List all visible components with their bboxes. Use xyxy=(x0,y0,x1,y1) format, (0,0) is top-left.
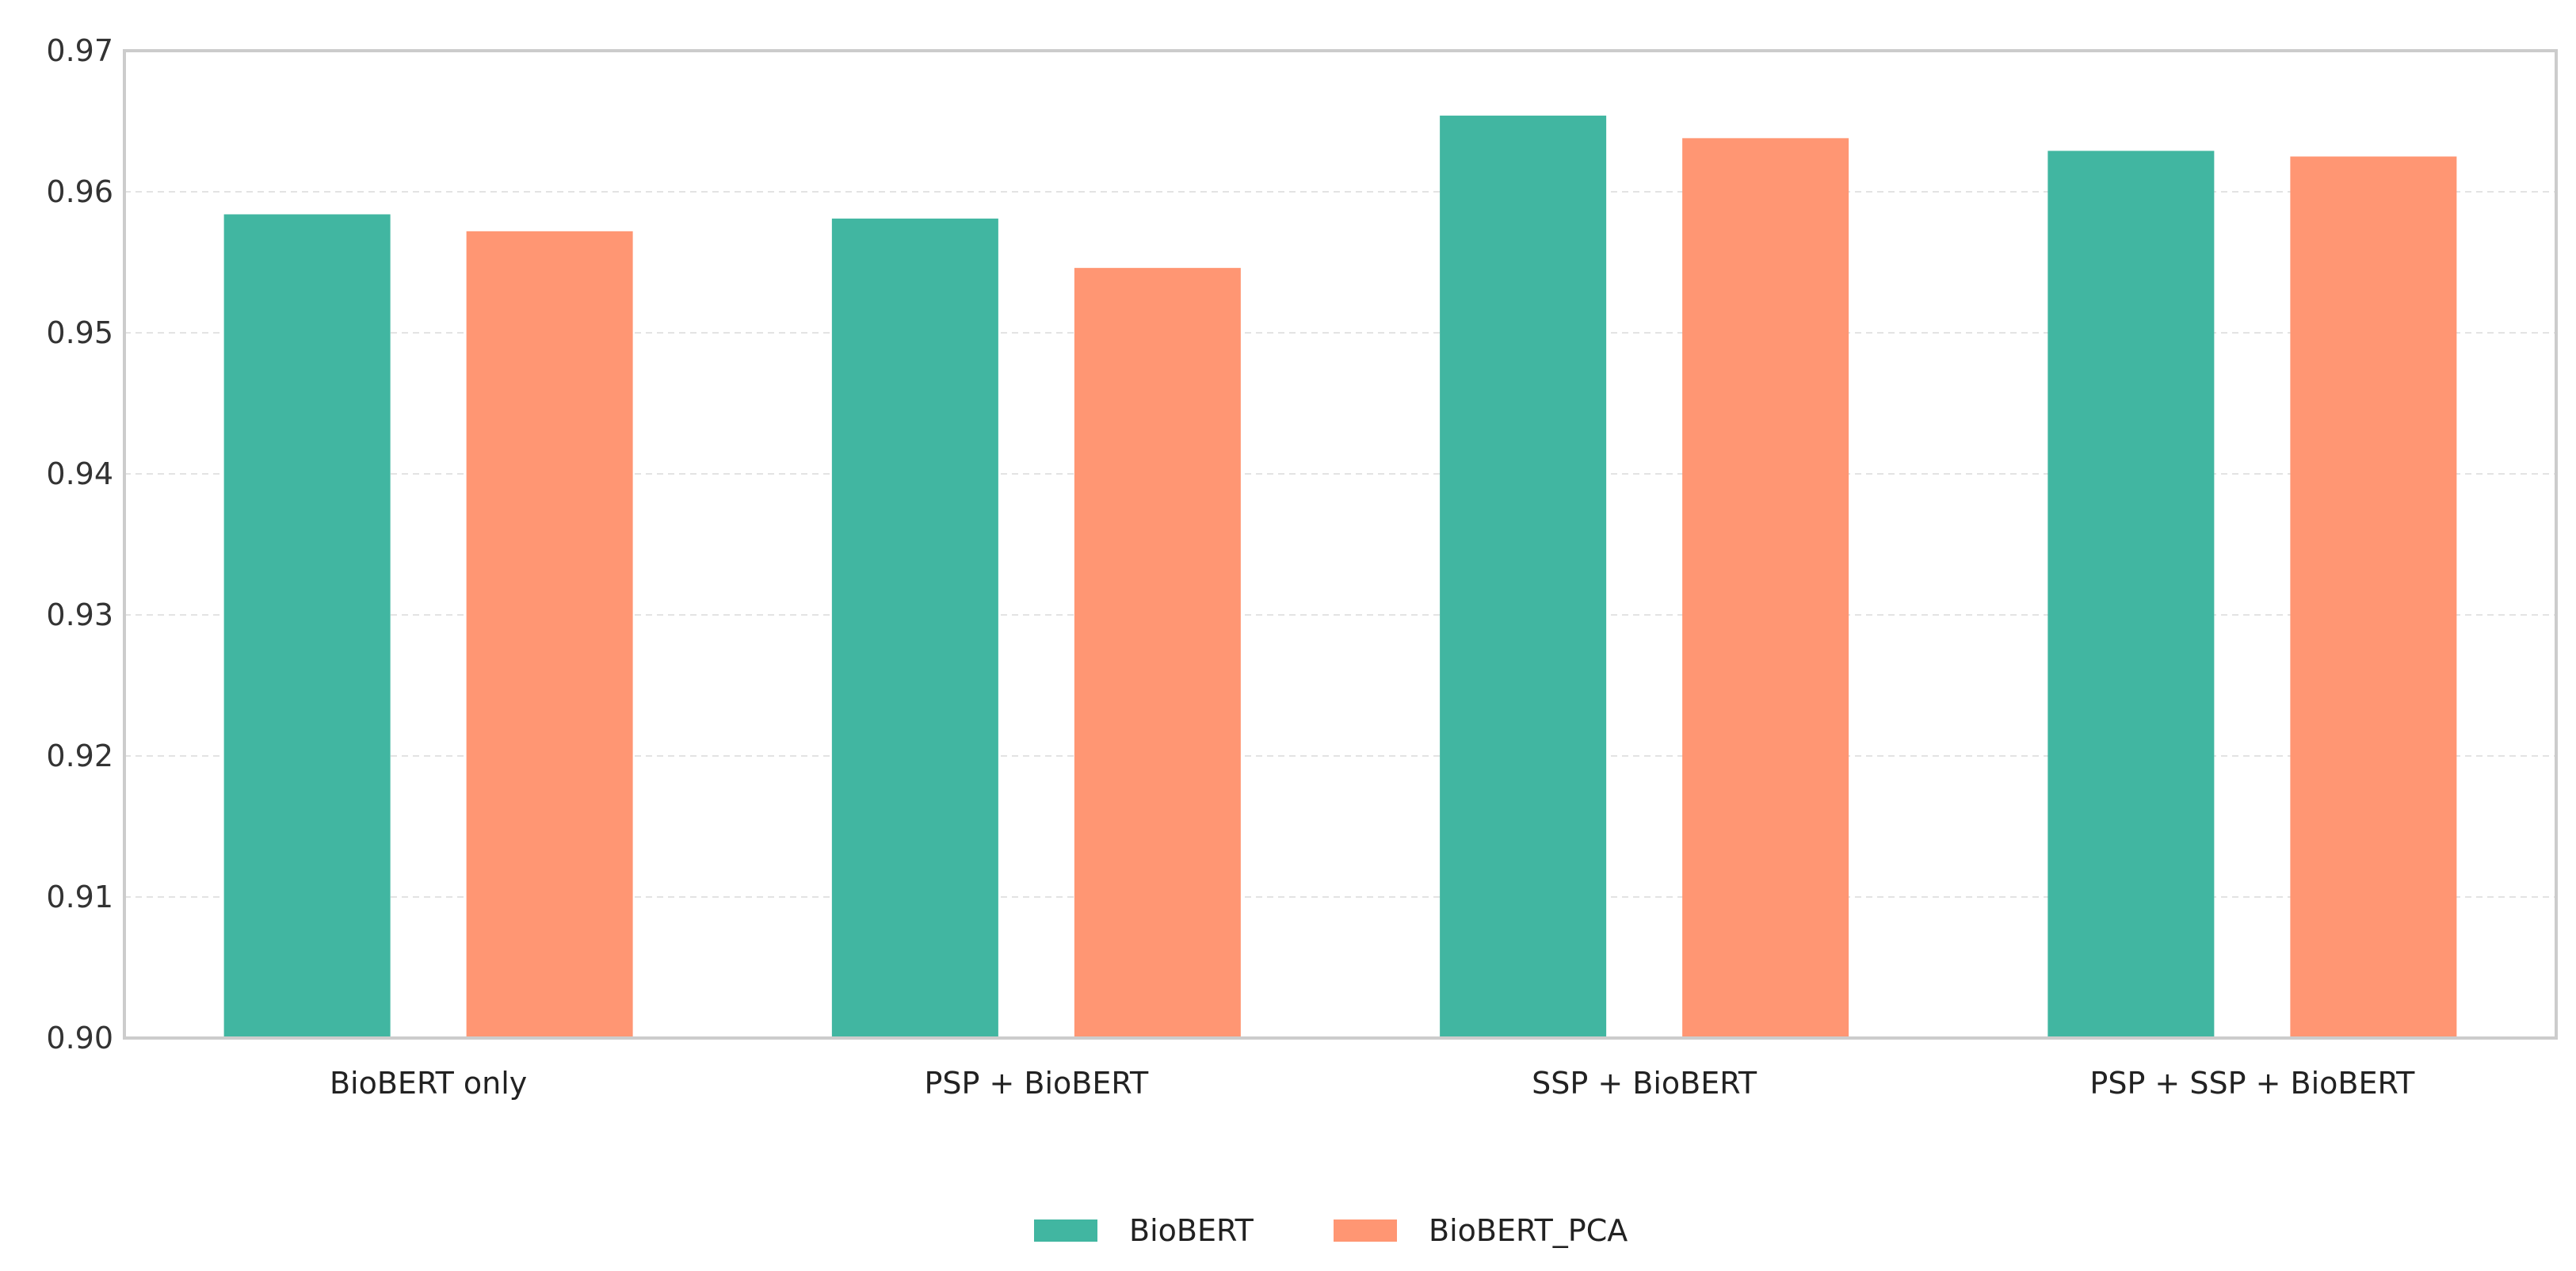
legend-label: BioBERT_PCA xyxy=(1429,1213,1628,1248)
y-tick-label: 0.96 xyxy=(46,174,113,209)
bar-biobert-1 xyxy=(223,214,391,1039)
bar-biobert-pca-1 xyxy=(466,231,633,1039)
bar-biobert-4 xyxy=(2047,151,2215,1038)
bar-biobert-pca-3 xyxy=(1682,138,1849,1039)
plot-frame xyxy=(123,49,2558,1040)
bar-biobert-pca-4 xyxy=(2290,156,2457,1038)
legend-swatch xyxy=(1334,1219,1397,1242)
y-axis: 0.90 0.91 0.92 0.93 0.94 0.95 0.96 0.97 xyxy=(46,33,113,1055)
y-tick-label: 0.90 xyxy=(46,1021,113,1055)
y-tick-label: 0.97 xyxy=(46,33,113,68)
legend-label: BioBERT xyxy=(1129,1213,1254,1248)
x-tick-label: PSP + SSP + BioBERT xyxy=(2089,1066,2415,1101)
x-tick-label: SSP + BioBERT xyxy=(1532,1066,1757,1101)
y-tick-label: 0.91 xyxy=(46,880,113,914)
x-tick-label: BioBERT only xyxy=(330,1066,527,1101)
bar-biobert-pca-2 xyxy=(1074,268,1241,1038)
x-tick-label: PSP + BioBERT xyxy=(924,1066,1149,1101)
y-tick-label: 0.95 xyxy=(46,315,113,350)
legend: BioBERT BioBERT_PCA xyxy=(1034,1213,1628,1248)
bars xyxy=(223,115,2457,1039)
legend-swatch xyxy=(1034,1219,1097,1242)
y-tick-label: 0.92 xyxy=(46,739,113,773)
bar-biobert-3 xyxy=(1440,115,1607,1038)
bar-biobert-2 xyxy=(831,218,998,1038)
x-axis: BioBERT only PSP + BioBERT SSP + BioBERT PS… xyxy=(330,1066,2415,1101)
y-tick-label: 0.93 xyxy=(46,597,113,632)
y-tick-label: 0.94 xyxy=(46,456,113,491)
